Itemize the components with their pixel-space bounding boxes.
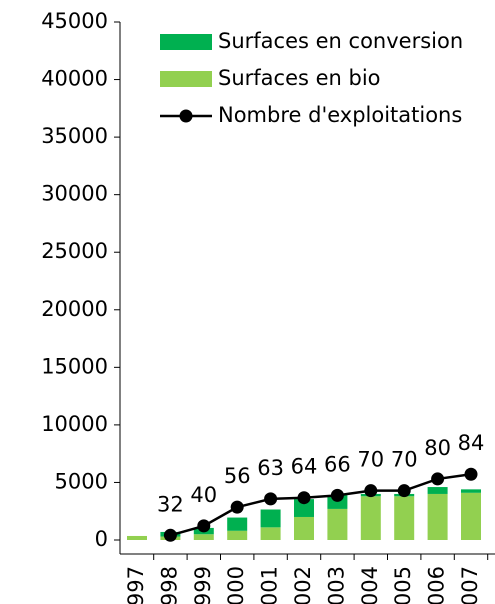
x-tick-label: 2004 [358,566,382,604]
y-tick-label: 25000 [41,239,108,263]
bar-segment [294,499,314,517]
data-label: 80 [424,436,451,460]
x-tick-label: 2000 [224,566,248,604]
x-tick-label: 2001 [258,566,282,604]
x-tick-label: 2002 [291,566,315,604]
data-label: 64 [291,455,318,479]
x-tick-label: 2006 [425,566,449,604]
line-point [197,519,211,533]
legend-marker [179,109,193,123]
data-label: 56 [224,464,251,488]
y-tick-label: 40000 [41,67,108,91]
line [170,472,472,537]
data-label: 84 [458,431,485,455]
y-tick-label: 0 [95,527,108,551]
legend-swatch [160,34,212,50]
bar-segment [127,535,147,540]
y-tick-label: 35000 [41,124,108,148]
bar-segment [260,527,281,540]
y-tick-label: 30000 [41,182,108,206]
bar-segment [394,496,415,540]
data-label: 70 [391,448,418,472]
line-point [163,528,177,542]
x-tick-label: 2007 [458,566,482,604]
bar-segment [461,489,481,493]
x-tick-label: 1997 [124,566,148,604]
legend-label: Surfaces en bio [218,66,381,90]
bar-segment [360,496,381,540]
bar-segment [294,516,314,540]
line-point [364,484,378,498]
x-tick-label: 1998 [157,566,181,604]
data-label: 40 [190,483,217,507]
data-label: 32 [157,492,184,516]
y-tick-label: 20000 [41,297,108,321]
x-tick-label: 1999 [191,566,215,604]
bar-segment [260,509,281,528]
x-tick-label: 2003 [324,566,348,604]
bar-segment [427,487,448,494]
line-point [330,488,344,502]
line-point [397,484,411,498]
line-point [297,491,311,505]
bar-segment [427,493,448,540]
bar-segment [327,508,348,540]
data-label: 63 [257,456,284,480]
legend-label: Nombre d'exploitations [218,103,462,127]
y-tick-label: 45000 [41,9,108,33]
legend-swatch [160,71,212,87]
legend-label: Surfaces en conversion [218,29,463,53]
x-tick-label: 2005 [391,566,415,604]
line-point [431,472,445,486]
bar-segment [461,492,481,540]
line-point [230,500,244,514]
y-tick-label: 15000 [41,354,108,378]
bar-segment [227,530,248,540]
data-label: 70 [357,448,384,472]
line-point [264,492,278,506]
data-label: 66 [324,452,351,476]
y-tick-label: 10000 [41,412,108,436]
line-point [464,467,478,481]
bar-segment [227,517,248,531]
y-tick-label: 5000 [55,469,108,493]
bar-segment [193,534,214,540]
